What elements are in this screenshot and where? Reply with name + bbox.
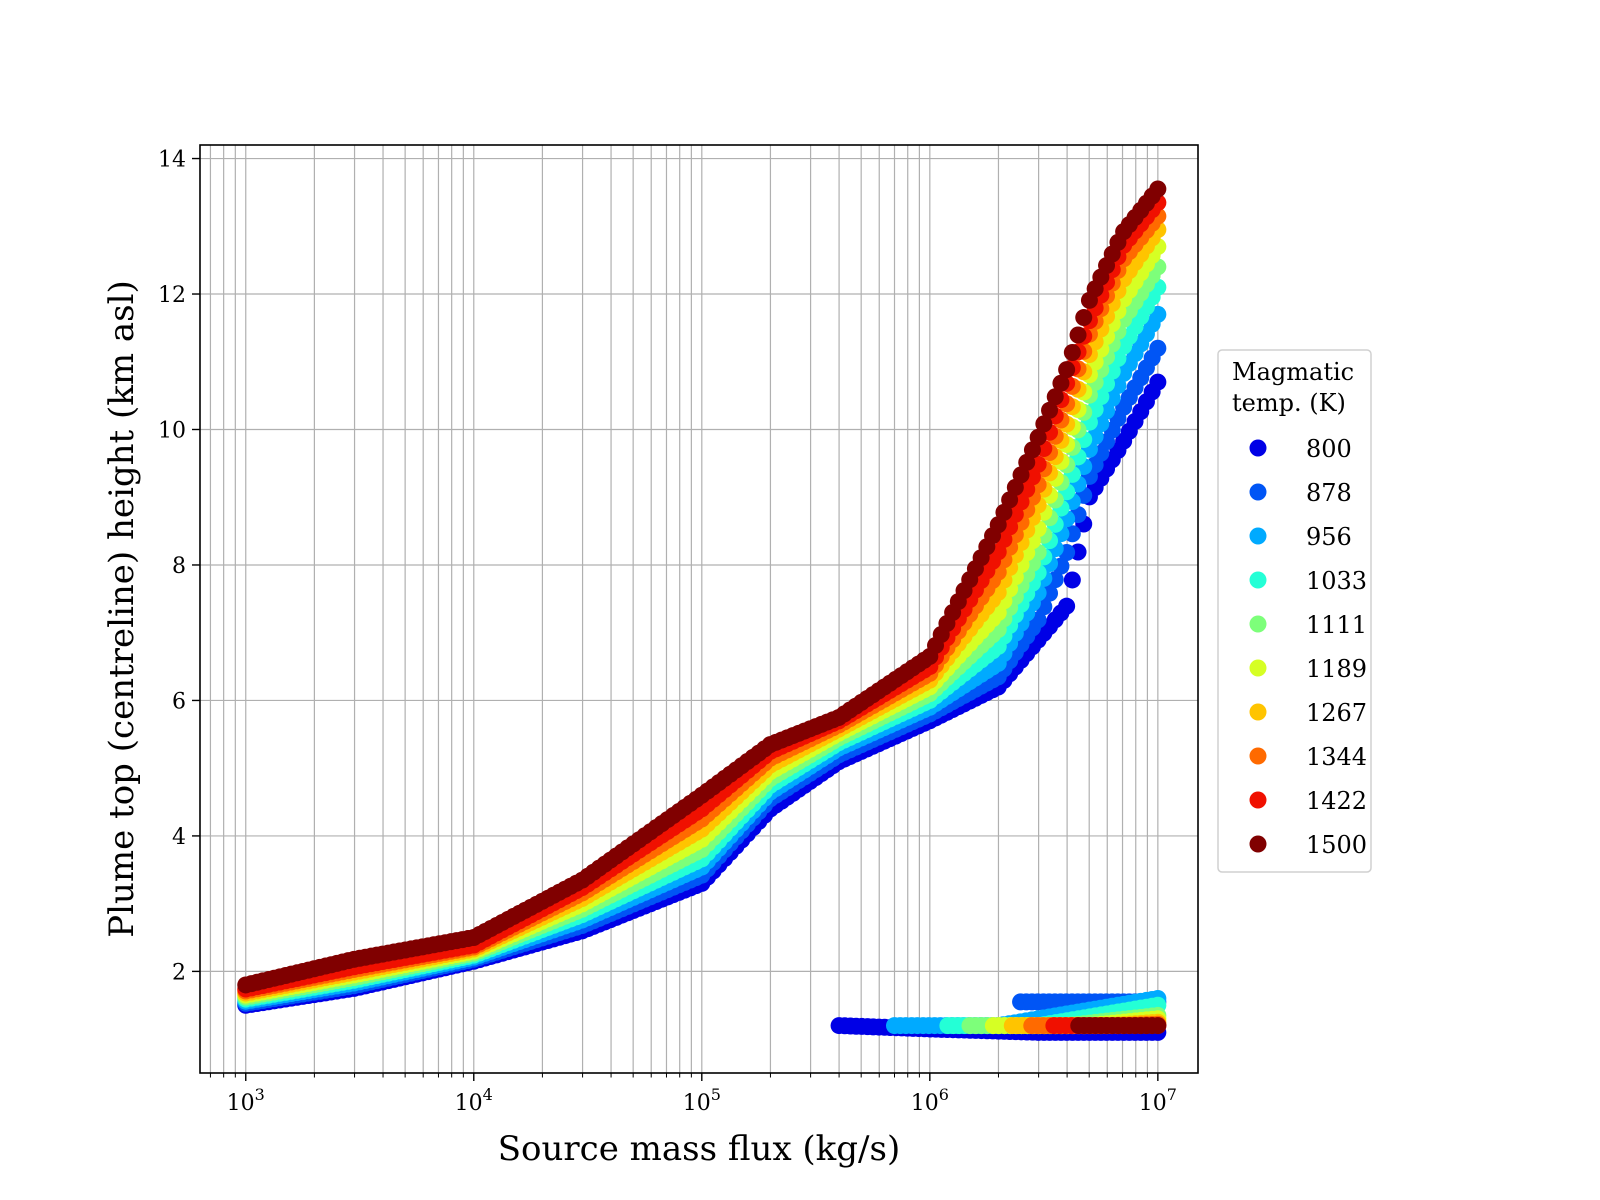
x-tick-base: 10: [911, 1091, 939, 1116]
legend-label: 878: [1306, 479, 1352, 507]
legend: Magmatic temp. (K) 800 878 956 1033 1111 1189…: [1217, 349, 1372, 873]
series-1500: [237, 180, 1167, 1035]
legend-label: 1033: [1306, 567, 1367, 595]
x-tick-exponent: 7: [1167, 1085, 1177, 1104]
legend-label: 800: [1306, 435, 1352, 463]
y-tick-label: 12: [158, 283, 186, 308]
y-tick-label: 8: [172, 554, 186, 579]
legend-marker: [1249, 483, 1267, 501]
data-point: [1069, 326, 1087, 344]
legend-marker: [1249, 527, 1267, 545]
plot-area: [237, 180, 1167, 1041]
data-point: [1041, 401, 1059, 419]
legend-marker: [1249, 791, 1267, 809]
x-tick-base: 10: [455, 1091, 483, 1116]
data-point: [1046, 388, 1064, 406]
data-point: [1149, 1017, 1167, 1035]
x-axis-title: Source mass flux (kg/s): [498, 1129, 900, 1169]
x-axis: 103 104 105 106 107: [209, 1073, 1177, 1116]
plot-frame: [199, 144, 1199, 1074]
x-tick-label: 106: [911, 1085, 949, 1116]
legend-label: 1500: [1306, 831, 1367, 859]
y-axis: 2 4 6 8 10 12 14: [158, 148, 200, 985]
x-tick-base: 10: [1139, 1091, 1167, 1116]
x-tick-exponent: 5: [711, 1085, 721, 1104]
x-tick-label: 107: [1139, 1085, 1177, 1116]
legend-marker: [1249, 615, 1267, 633]
x-tick-exponent: 6: [939, 1085, 949, 1104]
y-axis-title: Plume top (centreline) height (km asl): [102, 280, 142, 938]
x-tick-label: 105: [683, 1085, 721, 1116]
legend-marker: [1249, 571, 1267, 589]
x-tick-base: 10: [683, 1091, 711, 1116]
data-point: [1029, 428, 1047, 446]
data-point: [1063, 343, 1081, 361]
data-point: [1149, 180, 1167, 198]
legend-label: 1344: [1306, 743, 1367, 771]
legend-marker: [1249, 835, 1267, 853]
data-point: [1058, 597, 1076, 615]
x-tick-label: 104: [455, 1085, 493, 1116]
legend-marker: [1249, 439, 1267, 457]
legend-label: 1111: [1306, 611, 1367, 639]
y-tick-label: 4: [172, 825, 186, 850]
legend-label: 1267: [1306, 699, 1367, 727]
x-tick-exponent: 3: [255, 1085, 265, 1104]
legend-label: 956: [1306, 523, 1352, 551]
y-tick-label: 2: [172, 960, 186, 985]
data-point: [1052, 374, 1070, 392]
legend-title-line-2: temp. (K): [1232, 389, 1346, 417]
legend-marker: [1249, 659, 1267, 677]
legend-marker: [1249, 703, 1267, 721]
y-tick-label: 6: [172, 689, 186, 714]
data-point: [1058, 361, 1076, 379]
data-point: [1075, 309, 1093, 327]
y-tick-label: 14: [158, 148, 186, 173]
data-point: [1035, 415, 1053, 433]
data-point: [1149, 339, 1167, 357]
x-tick-exponent: 4: [483, 1085, 493, 1104]
data-point: [1063, 571, 1081, 589]
x-tick-label: 103: [227, 1085, 265, 1116]
legend-marker: [1249, 747, 1267, 765]
legend-box: [1217, 349, 1372, 873]
legend-label: 1189: [1306, 655, 1367, 683]
data-point: [1149, 373, 1167, 391]
x-tick-base: 10: [227, 1091, 255, 1116]
y-tick-label: 10: [158, 418, 186, 443]
legend-title-line-1: Magmatic: [1232, 358, 1354, 386]
legend-label: 1422: [1306, 787, 1367, 815]
